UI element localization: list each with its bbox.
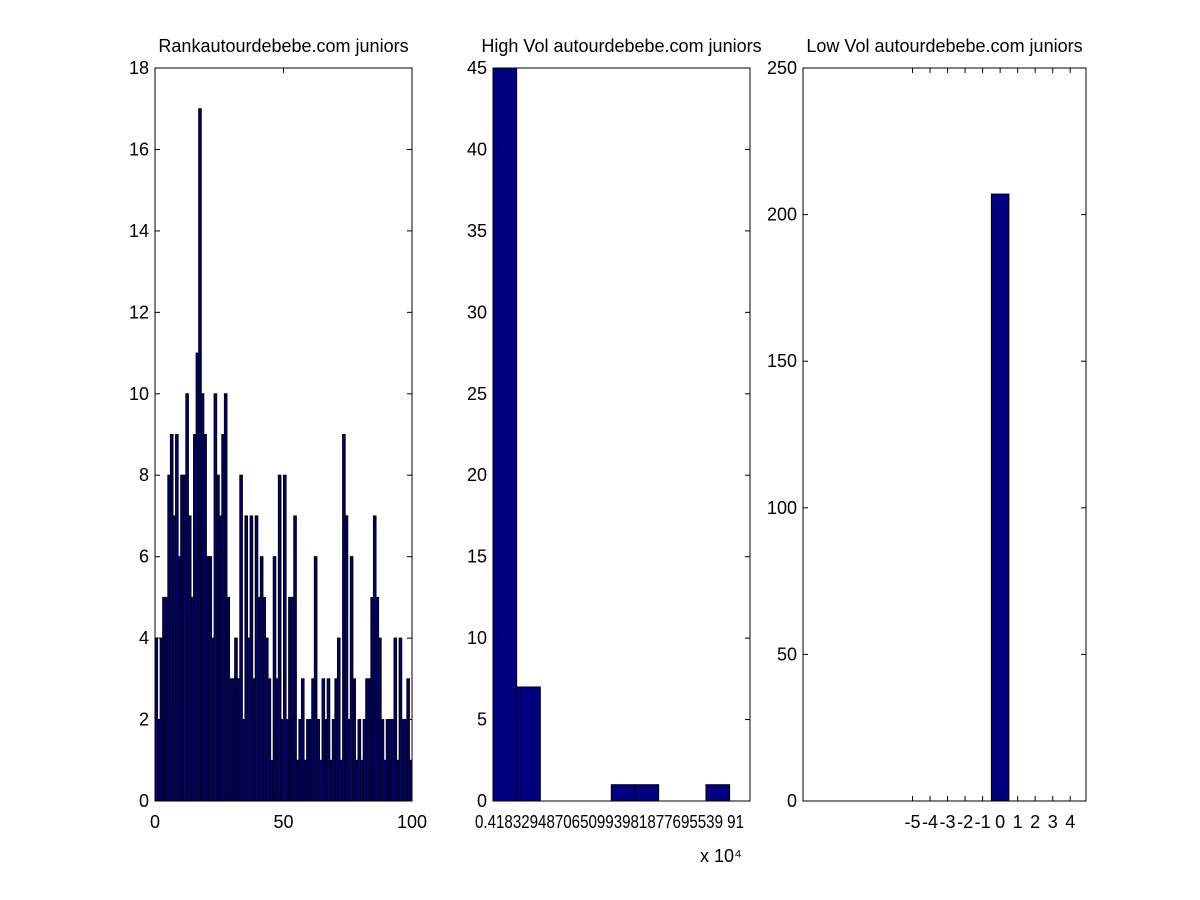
x-tick-label: 50 (273, 812, 293, 832)
axes-background (803, 68, 1086, 801)
axes-background (493, 68, 750, 801)
x-tick-label: 4 (1065, 812, 1075, 832)
x-tick-label: 0.4183294870650993981877695539 91 (475, 812, 744, 832)
bar (634, 784, 660, 802)
x-tick-label: 3 (1048, 812, 1058, 832)
bar (990, 193, 1010, 802)
y-tick-label: 15 (467, 547, 487, 567)
y-tick-label: 16 (129, 139, 149, 159)
y-tick-label: 40 (467, 139, 487, 159)
y-tick-label: 5 (477, 710, 487, 730)
y-tick-label: 0 (139, 791, 149, 811)
bar (705, 784, 731, 802)
y-tick-label: 6 (139, 547, 149, 567)
y-tick-label: 10 (129, 384, 149, 404)
y-tick-label: 0 (787, 791, 797, 811)
bar (516, 686, 541, 802)
bar (293, 515, 297, 802)
y-tick-label: 45 (467, 58, 487, 78)
y-tick-label: 250 (767, 58, 797, 78)
x-tick-label: 0 (150, 812, 160, 832)
y-tick-label: 200 (767, 205, 797, 225)
y-tick-label: 4 (139, 628, 149, 648)
y-tick-label: 18 (129, 58, 149, 78)
axes-box (492, 67, 751, 802)
bar (610, 784, 636, 802)
y-tick-label: 50 (777, 644, 797, 664)
y-tick-label: 14 (129, 221, 149, 241)
x-tick-label: -5 (905, 812, 921, 832)
y-tick-label: 0 (477, 791, 487, 811)
x-tick-label: 0 (995, 812, 1005, 832)
x-tick-label: -1 (975, 812, 991, 832)
y-tick-label: 25 (467, 384, 487, 404)
chart-title: Low Vol autourdebebe.com juniors (806, 36, 1082, 56)
axes-box (802, 67, 1087, 802)
chart-title: High Vol autourdebebe.com juniors (481, 36, 761, 56)
x-tick-label: 1 (1013, 812, 1023, 832)
x-tick-label: 2 (1030, 812, 1040, 832)
y-tick-label: 20 (467, 465, 487, 485)
y-tick-label: 2 (139, 710, 149, 730)
x-tick-label: -4 (922, 812, 938, 832)
x-tick-label: 100 (397, 812, 427, 832)
y-tick-label: 10 (467, 628, 487, 648)
y-tick-label: 8 (139, 465, 149, 485)
bar (492, 67, 518, 802)
y-tick-label: 12 (129, 302, 149, 322)
y-tick-label: 35 (467, 221, 487, 241)
chart-title: Rankautourdebebe.com juniors (158, 36, 408, 56)
x-tick-label: -3 (940, 812, 956, 832)
y-tick-label: 100 (767, 498, 797, 518)
y-tick-label: 30 (467, 302, 487, 322)
x-tick-label: -2 (957, 812, 973, 832)
x-multiplier: x 10⁴ (700, 846, 742, 866)
y-tick-label: 150 (767, 351, 797, 371)
